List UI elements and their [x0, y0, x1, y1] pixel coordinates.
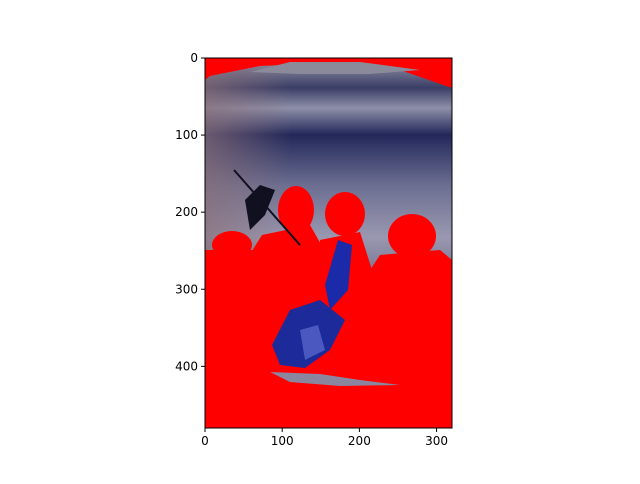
x-tick-label: 200 — [348, 434, 371, 448]
axes-frame — [204, 57, 453, 429]
y-tick-label: 100 — [175, 128, 198, 142]
y-tick-label: 0 — [190, 51, 198, 65]
x-tick-label: 100 — [271, 434, 294, 448]
x-tick-label: 300 — [425, 434, 448, 448]
y-tick-label: 300 — [175, 282, 198, 296]
y-tick-label: 200 — [175, 205, 198, 219]
x-tick-label: 0 — [201, 434, 209, 448]
y-tick-label: 400 — [175, 359, 198, 373]
image — [205, 58, 452, 428]
